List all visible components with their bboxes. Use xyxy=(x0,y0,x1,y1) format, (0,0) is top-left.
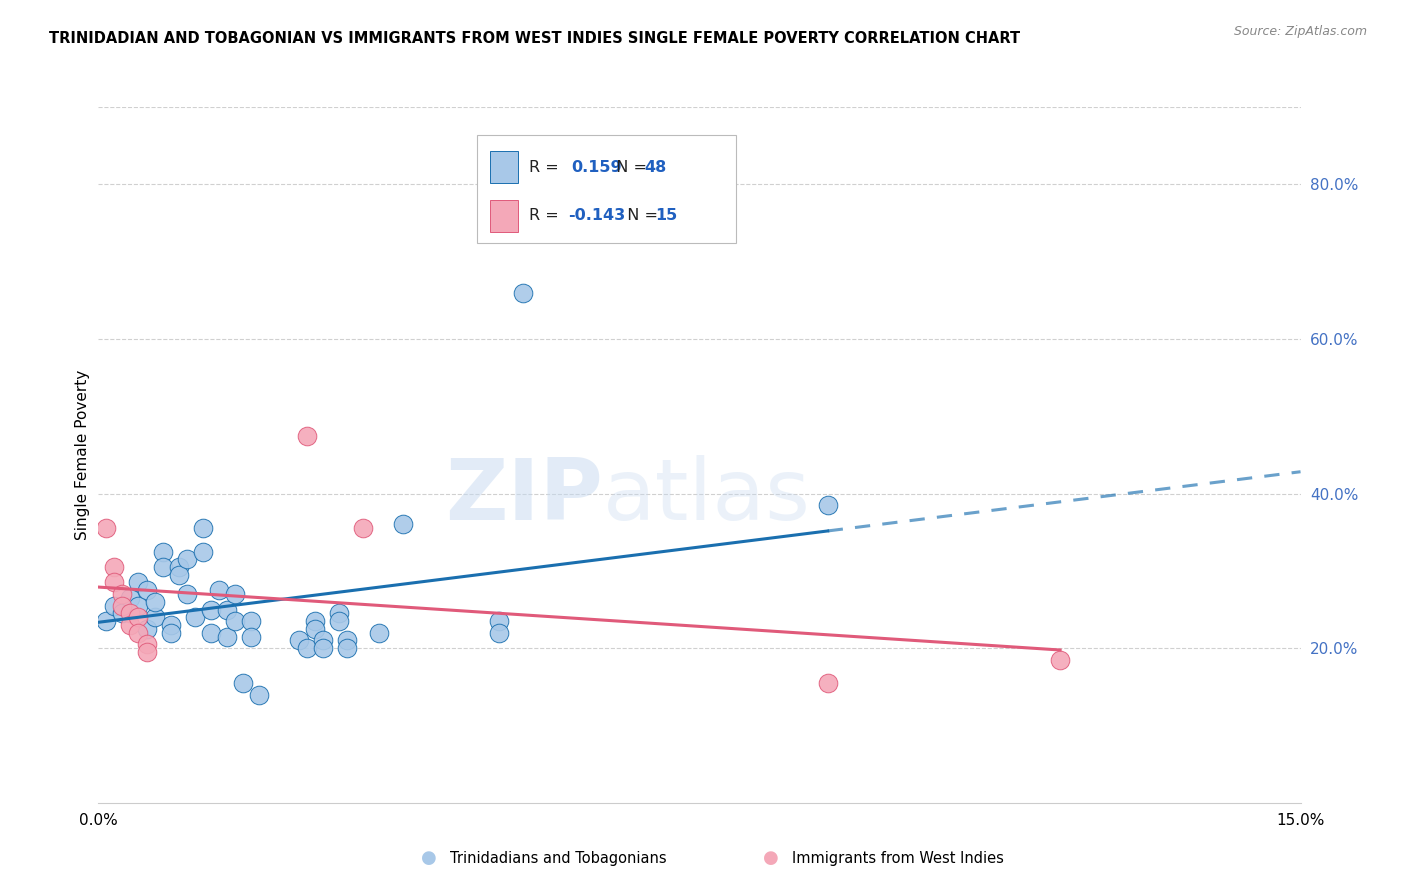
Text: Source: ZipAtlas.com: Source: ZipAtlas.com xyxy=(1233,25,1367,38)
Point xyxy=(159,625,181,640)
Point xyxy=(143,610,166,624)
Text: 15: 15 xyxy=(655,208,678,223)
Point xyxy=(96,521,118,535)
Point xyxy=(183,610,205,624)
Point xyxy=(176,587,198,601)
Point xyxy=(512,285,534,300)
Point xyxy=(111,587,134,601)
Point xyxy=(208,583,231,598)
Point xyxy=(224,587,246,601)
Point xyxy=(111,599,134,613)
Point xyxy=(247,688,270,702)
Text: 48: 48 xyxy=(644,160,666,175)
Text: -0.143: -0.143 xyxy=(568,208,626,223)
Point xyxy=(215,602,238,616)
Point xyxy=(215,630,238,644)
Text: N =: N = xyxy=(617,208,664,223)
Point xyxy=(135,622,157,636)
Point xyxy=(120,591,142,605)
Point xyxy=(152,560,174,574)
Text: 0.159: 0.159 xyxy=(571,160,621,175)
Point xyxy=(128,575,150,590)
Point xyxy=(328,614,350,628)
Point xyxy=(143,595,166,609)
Text: R =: R = xyxy=(529,208,564,223)
Y-axis label: Single Female Poverty: Single Female Poverty xyxy=(75,370,90,540)
Point xyxy=(103,560,125,574)
Point xyxy=(128,599,150,613)
Text: Immigrants from West Indies: Immigrants from West Indies xyxy=(792,851,1004,865)
Point xyxy=(239,614,262,628)
Point xyxy=(295,428,318,442)
Point xyxy=(111,607,134,621)
Text: ●: ● xyxy=(420,849,437,867)
Point xyxy=(392,517,415,532)
Point xyxy=(312,641,335,656)
Point xyxy=(152,544,174,558)
Point xyxy=(336,633,359,648)
Point xyxy=(368,625,391,640)
Point xyxy=(336,641,359,656)
Point xyxy=(224,614,246,628)
Point xyxy=(135,645,157,659)
Point xyxy=(488,614,510,628)
Point xyxy=(200,625,222,640)
Point xyxy=(295,641,318,656)
Point xyxy=(120,607,142,621)
Point xyxy=(352,521,374,535)
Point xyxy=(120,618,142,632)
Point xyxy=(488,625,510,640)
Point xyxy=(167,560,190,574)
Text: N =: N = xyxy=(606,160,652,175)
Point xyxy=(176,552,198,566)
Point xyxy=(304,614,326,628)
Point xyxy=(288,633,311,648)
Point xyxy=(167,567,190,582)
Point xyxy=(159,618,181,632)
Text: Trinidadians and Tobagonians: Trinidadians and Tobagonians xyxy=(450,851,666,865)
Point xyxy=(135,583,157,598)
Point xyxy=(304,622,326,636)
Point xyxy=(191,544,214,558)
Point xyxy=(128,610,150,624)
Text: TRINIDADIAN AND TOBAGONIAN VS IMMIGRANTS FROM WEST INDIES SINGLE FEMALE POVERTY : TRINIDADIAN AND TOBAGONIAN VS IMMIGRANTS… xyxy=(49,31,1021,46)
Text: atlas: atlas xyxy=(603,455,811,538)
Point xyxy=(232,676,254,690)
Point xyxy=(312,633,335,648)
Point xyxy=(191,521,214,535)
Point xyxy=(328,607,350,621)
Point xyxy=(96,614,118,628)
Point xyxy=(103,599,125,613)
Point xyxy=(817,498,839,512)
Point xyxy=(817,676,839,690)
Text: ●: ● xyxy=(762,849,779,867)
Point xyxy=(128,625,150,640)
Point xyxy=(103,575,125,590)
Point xyxy=(1049,653,1071,667)
Text: R =: R = xyxy=(529,160,569,175)
Point xyxy=(200,602,222,616)
Text: ZIP: ZIP xyxy=(446,455,603,538)
Point xyxy=(239,630,262,644)
Point xyxy=(135,637,157,651)
